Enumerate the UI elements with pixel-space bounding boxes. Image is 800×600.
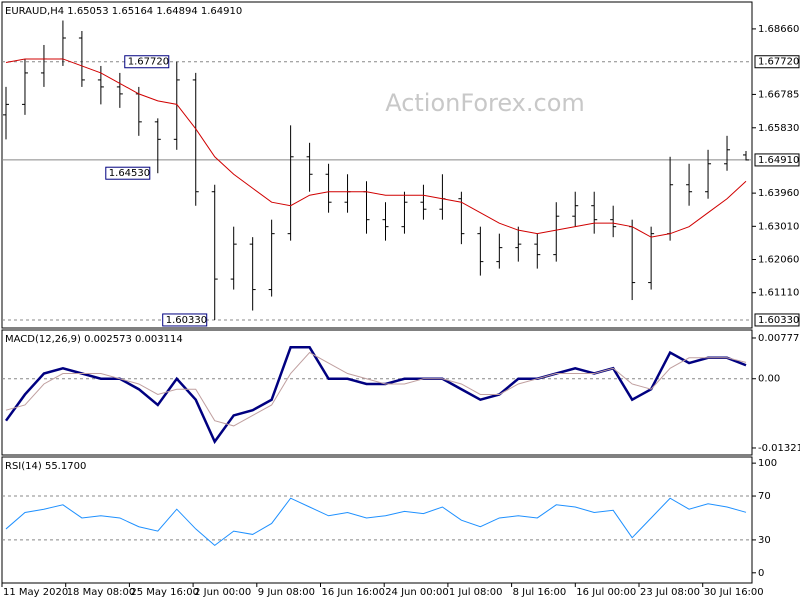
y-tick-label: 0.007778 <box>758 333 800 344</box>
y-tick-label: 70 <box>758 491 771 502</box>
y-tick-label: -0.01321 <box>758 443 800 454</box>
x-tick-label: 9 Jun 08:00 <box>258 587 315 598</box>
panel-title: MACD(12,26,9) 0.002573 0.003114 <box>5 334 183 345</box>
annotation-box <box>105 166 151 180</box>
y-tick-label: 100 <box>758 458 777 469</box>
y-tick-label: 1.63960 <box>758 188 799 199</box>
level-label-box <box>754 153 800 167</box>
annotation-label: 1.60330 <box>166 315 207 326</box>
annotation-box <box>162 313 208 327</box>
x-tick-label: 23 Jul 08:00 <box>640 587 700 598</box>
level-label-box <box>754 313 800 327</box>
watermark: ActionForex.com <box>385 89 585 117</box>
x-tick-label: 16 Jun 16:00 <box>322 587 386 598</box>
x-tick-label: 18 May 08:00 <box>67 587 136 598</box>
series-line <box>5 497 747 547</box>
level-label: 1.60330 <box>758 315 799 326</box>
series-line <box>4 346 747 445</box>
panel-title: EURAUD,H4 1.65053 1.65164 1.64894 1.6491… <box>5 6 242 17</box>
annotation-label: 1.67720 <box>128 57 169 68</box>
x-tick-label: 24 Jun 00:00 <box>385 587 449 598</box>
y-tick-label: 0.00 <box>758 374 780 385</box>
x-tick-label: 30 Jul 16:00 <box>704 587 764 598</box>
y-tick-label: 1.68660 <box>758 24 799 35</box>
panel-frame <box>1 1 753 329</box>
y-tick-label: 1.66785 <box>758 89 799 100</box>
x-tick-label: 16 Jul 00:00 <box>576 587 636 598</box>
level-label-box <box>754 55 800 69</box>
x-tick-label: 25 May 16:00 <box>130 587 199 598</box>
level-label: 1.67720 <box>758 57 799 68</box>
panel-frame <box>1 329 753 456</box>
y-tick-label: 1.61110 <box>758 288 799 299</box>
level-label: 1.64910 <box>758 155 799 166</box>
y-tick-label: 1.63010 <box>758 221 799 232</box>
panel-title: RSI(14) 55.1700 <box>5 461 86 472</box>
x-tick-label: 1 Jul 08:00 <box>449 587 503 598</box>
annotation-box <box>124 55 170 69</box>
series-line <box>5 351 747 427</box>
y-tick-label: 30 <box>758 535 771 546</box>
y-tick-label: 1.65830 <box>758 123 799 134</box>
x-tick-label: 8 Jul 16:00 <box>513 587 567 598</box>
annotation-label: 1.64530 <box>109 168 150 179</box>
y-tick-label: 1.62060 <box>758 255 799 266</box>
x-tick-label: 11 May 2020 <box>3 587 68 598</box>
x-tick-label: 2 Jun 00:00 <box>194 587 251 598</box>
y-tick-label: 0 <box>758 568 764 579</box>
panel-frame <box>1 456 753 584</box>
moving-average <box>5 58 747 238</box>
